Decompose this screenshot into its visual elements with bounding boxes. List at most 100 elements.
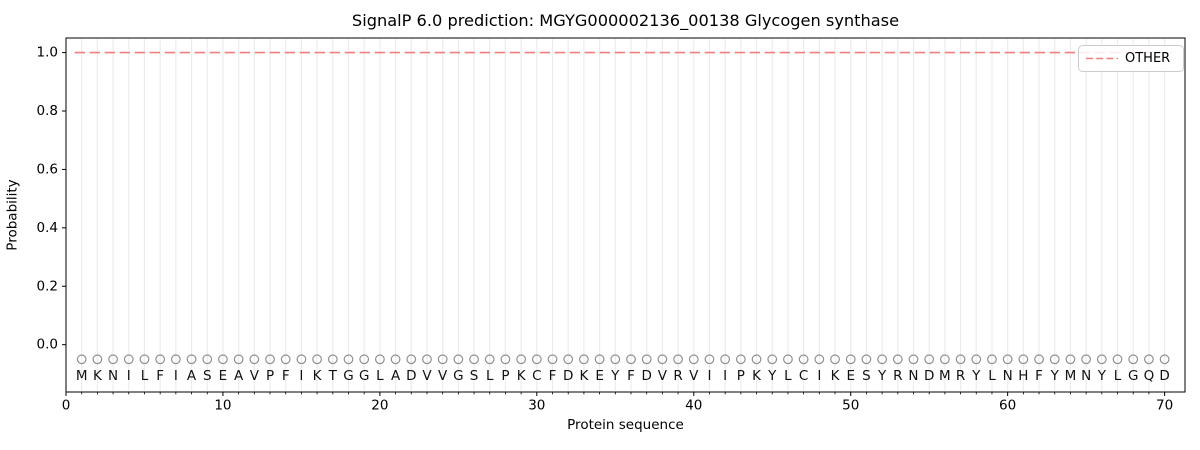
residue-marker	[563, 354, 574, 365]
residue-letter: E	[219, 368, 228, 384]
residue-letter: C	[532, 368, 541, 384]
residue-letter: A	[187, 368, 197, 384]
residue-marker	[359, 354, 370, 365]
residue-marker	[735, 354, 746, 365]
residue-letter: K	[93, 368, 103, 384]
residue-marker	[108, 354, 118, 365]
residue-letter: L	[376, 368, 384, 384]
residue-marker	[939, 354, 950, 365]
residue-marker	[830, 354, 840, 365]
residue-marker	[845, 354, 856, 365]
residue-marker	[233, 354, 244, 365]
residue-marker	[924, 354, 935, 365]
residue-marker	[374, 354, 385, 365]
residue-letter: N	[1003, 368, 1013, 384]
residue-letter: R	[673, 368, 682, 384]
residue-letter: N	[1081, 368, 1091, 384]
residue-marker	[249, 354, 260, 365]
residue-marker	[861, 354, 872, 365]
residue-marker	[688, 354, 699, 365]
residue-letter: L	[784, 368, 792, 384]
residue-marker	[1144, 354, 1154, 365]
residue-letter: F	[156, 368, 164, 384]
residue-marker	[814, 354, 825, 365]
residue-marker	[579, 354, 589, 365]
x-tick-label: 60	[999, 398, 1016, 414]
legend-box	[1078, 45, 1184, 72]
residue-letter: K	[313, 368, 323, 384]
residue-letter: L	[988, 368, 996, 384]
residue-marker	[469, 354, 479, 365]
residue-marker	[987, 354, 997, 365]
gridline-layer	[81, 39, 1166, 391]
residue-marker	[767, 354, 778, 365]
residue-letter: H	[1018, 368, 1028, 384]
residue-letter: L	[141, 368, 149, 384]
residue-letter: C	[799, 368, 808, 384]
residue-marker	[704, 354, 715, 365]
residue-letter: V	[658, 368, 668, 384]
residue-marker	[908, 354, 919, 365]
x-tick-label: 30	[528, 398, 545, 414]
residue-letter: D	[406, 368, 416, 384]
residue-marker	[547, 354, 558, 365]
residue-marker	[296, 354, 307, 365]
residue-letter: P	[737, 368, 745, 384]
residue-letter: L	[1114, 368, 1122, 384]
residue-marker	[1002, 354, 1013, 365]
residue-letter: M	[939, 368, 951, 384]
residue-letter: G	[453, 368, 463, 384]
residue-marker	[1081, 354, 1092, 365]
residue-letter: D	[641, 368, 651, 384]
legend: OTHER	[1078, 45, 1184, 72]
residue-marker	[955, 354, 966, 365]
residue-letter: I	[127, 368, 131, 384]
residue-letter: Y	[1097, 368, 1107, 384]
plot-title: SignalP 6.0 prediction: MGYG000002136_00…	[352, 11, 899, 31]
y-tick-label: 0.4	[37, 220, 58, 236]
residue-marker	[610, 354, 621, 365]
residue-letter: L	[486, 368, 494, 384]
residue-letter: Y	[767, 368, 777, 384]
residue-letter: N	[108, 368, 118, 384]
residue-marker	[327, 354, 338, 365]
residue-letter: Y	[877, 368, 887, 384]
residue-letter: I	[707, 368, 711, 384]
residue-marker	[202, 354, 213, 365]
residue-letter: F	[627, 368, 635, 384]
y-tick-label: 0.8	[37, 103, 58, 119]
residue-marker	[516, 354, 527, 365]
residue-letter: D	[924, 368, 934, 384]
legend-entry-label: OTHER	[1125, 51, 1170, 66]
residue-letter: P	[266, 368, 274, 384]
residue-marker	[751, 354, 762, 365]
y-tick-label: 0.2	[37, 278, 58, 294]
residue-letter: T	[328, 368, 338, 384]
residue-marker	[1034, 354, 1044, 365]
residue-marker	[1128, 354, 1139, 365]
residue-marker	[641, 354, 652, 365]
x-tick-label: 50	[842, 398, 859, 414]
x-tick-label: 10	[214, 398, 231, 414]
residue-marker	[626, 354, 636, 365]
residue-letter: V	[689, 368, 699, 384]
y-axis-label: Probability	[5, 179, 21, 250]
x-tick-label: 0	[62, 398, 71, 414]
residue-marker	[594, 354, 605, 365]
residue-letter: F	[1035, 368, 1043, 384]
x-tick-label: 70	[1156, 398, 1173, 414]
residue-marker	[892, 354, 903, 365]
residue-letter: A	[391, 368, 401, 384]
residue-letter: I	[723, 368, 727, 384]
residue-letter: D	[563, 368, 573, 384]
residue-letter: M	[76, 368, 88, 384]
residue-letter: K	[579, 368, 589, 384]
residue-letter: F	[549, 368, 557, 384]
residue-letter: V	[422, 368, 432, 384]
residue-letter: K	[517, 368, 527, 384]
residue-marker	[437, 354, 448, 365]
residue-marker	[312, 354, 323, 365]
residue-letter: P	[501, 368, 509, 384]
